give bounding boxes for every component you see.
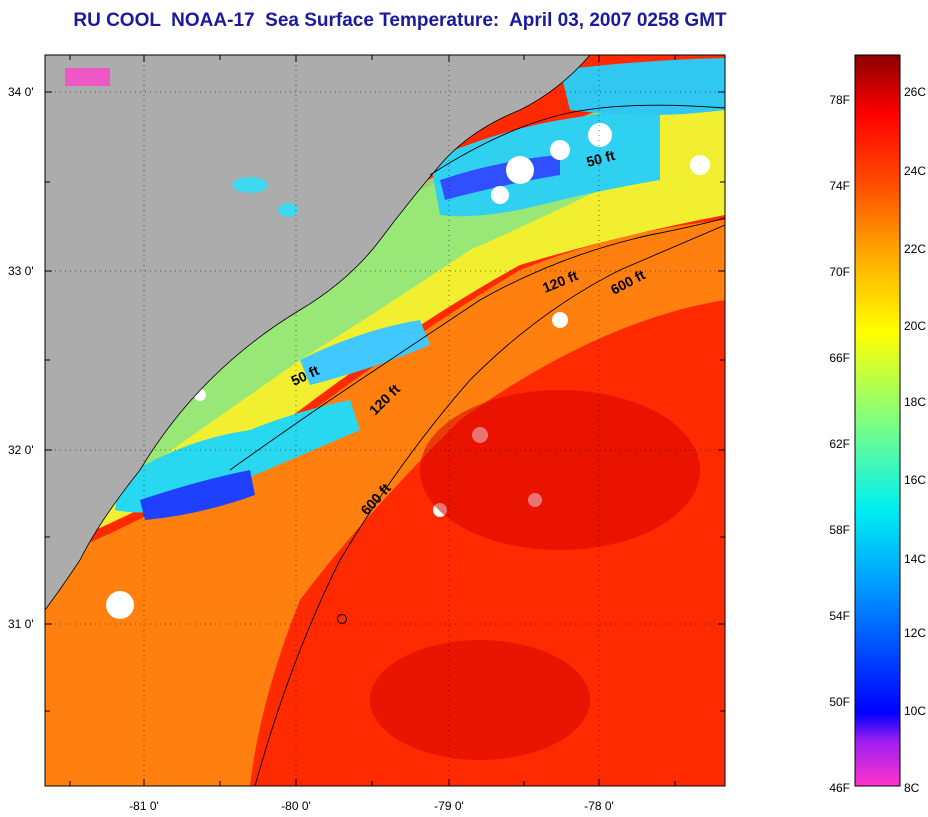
- f-label-54: 54F: [829, 609, 850, 623]
- isobath-600: [254, 224, 725, 786]
- f-label-78: 78F: [829, 93, 850, 107]
- cyan-patch-2: [300, 320, 430, 385]
- colorbar-fahrenheit-labels: 78F 74F 70F 66F 62F 58F 54F 50F 46F: [829, 93, 850, 795]
- inland-patch-cyan-1: [232, 177, 268, 193]
- f-label-58: 58F: [829, 523, 850, 537]
- sst-map: 34 0' 33 0' 32 0' 31 0' -81 0' -80 0' -7…: [8, 54, 726, 813]
- c-label-26: 26C: [904, 85, 926, 99]
- lon-label-78: -78 0': [584, 799, 614, 813]
- blue-patch-1: [140, 470, 255, 520]
- cyan-patch-4: [560, 58, 725, 115]
- warm-eddy-2: [370, 640, 590, 760]
- lon-label-80: -80 0': [281, 799, 311, 813]
- yellow-zone: [45, 60, 725, 786]
- isobath-120: [229, 217, 725, 471]
- c-label-12: 12C: [904, 626, 926, 640]
- lat-label-32: 32 0': [8, 443, 34, 457]
- lat-label-34: 34 0': [8, 85, 34, 99]
- f-label-62: 62F: [829, 437, 850, 451]
- c-label-10: 10C: [904, 704, 926, 718]
- lat-label-33: 33 0': [8, 264, 34, 278]
- grid: [45, 55, 725, 786]
- green-nearshore: [45, 110, 640, 560]
- colorbar-scale: [854, 54, 901, 787]
- land: [45, 55, 591, 611]
- f-label-70: 70F: [829, 265, 850, 279]
- map-frame: [44, 54, 726, 787]
- c-label-18: 18C: [904, 395, 926, 409]
- lon-label-79: -79 0': [434, 799, 464, 813]
- contour-label-50ft-north: 50 ft: [585, 147, 617, 170]
- c-label-22: 22C: [904, 242, 926, 256]
- c-label-14: 14C: [904, 552, 926, 566]
- ticks: [45, 55, 725, 786]
- f-label-74: 74F: [829, 179, 850, 193]
- f-label-46: 46F: [829, 781, 850, 795]
- station-marker: [337, 614, 347, 624]
- c-label-24: 24C: [904, 164, 926, 178]
- lat-label-31: 31 0': [8, 617, 34, 631]
- f-label-50: 50F: [829, 695, 850, 709]
- warm-eddy-1: [420, 390, 700, 550]
- inland-patch-cyan-2: [278, 203, 298, 217]
- shelf-warm-band: [45, 220, 725, 786]
- f-label-66: 66F: [829, 351, 850, 365]
- c-label-16: 16C: [904, 473, 926, 487]
- c-label-8: 8C: [904, 781, 920, 795]
- c-label-20: 20C: [904, 319, 926, 333]
- colorbar-celsius-labels: 26C 24C 22C 20C 18C 16C 14C 12C 10C 8C: [904, 85, 926, 795]
- lon-label-81: -81 0': [129, 799, 159, 813]
- cyan-patch-1: [115, 400, 360, 513]
- isobath-50-north: [429, 104, 725, 176]
- inland-patch-pink: [65, 68, 110, 86]
- chart-title: RU COOL NOAA-17 Sea Surface Temperature:…: [73, 10, 727, 31]
